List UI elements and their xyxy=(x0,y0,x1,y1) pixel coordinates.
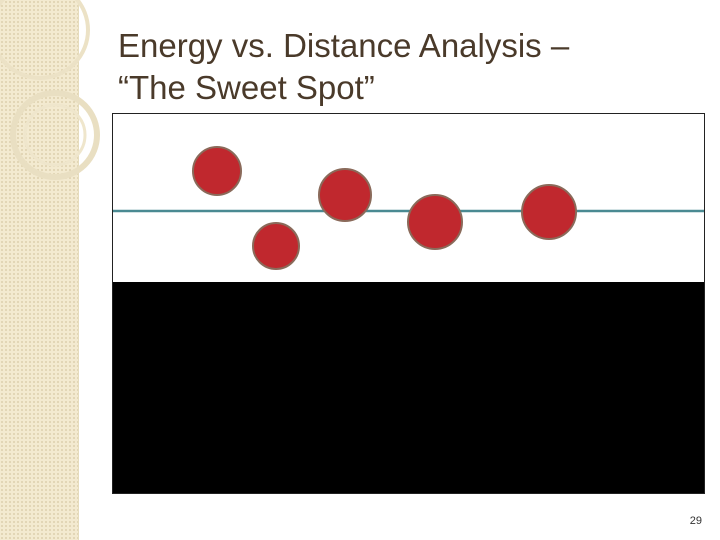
ball-2 xyxy=(252,222,300,270)
diagram-drawing xyxy=(113,146,704,270)
ball-3 xyxy=(318,168,372,222)
title-line-2: “The Sweet Spot” xyxy=(118,69,375,106)
slide-title: Energy vs. Distance Analysis – “The Swee… xyxy=(118,25,698,109)
page-number: 29 xyxy=(689,515,702,527)
ball-4 xyxy=(407,194,463,250)
ball-5 xyxy=(521,184,577,240)
decorative-ring xyxy=(10,90,100,180)
ball-1 xyxy=(192,146,242,196)
decorative-rings xyxy=(0,0,100,180)
lower-black-panel xyxy=(113,282,704,493)
sweet-spot-diagram xyxy=(112,113,705,494)
decorative-ring xyxy=(23,103,87,167)
decorative-ring xyxy=(0,0,90,80)
title-line-1: Energy vs. Distance Analysis – xyxy=(118,27,570,64)
decorative-side-band xyxy=(0,0,79,540)
